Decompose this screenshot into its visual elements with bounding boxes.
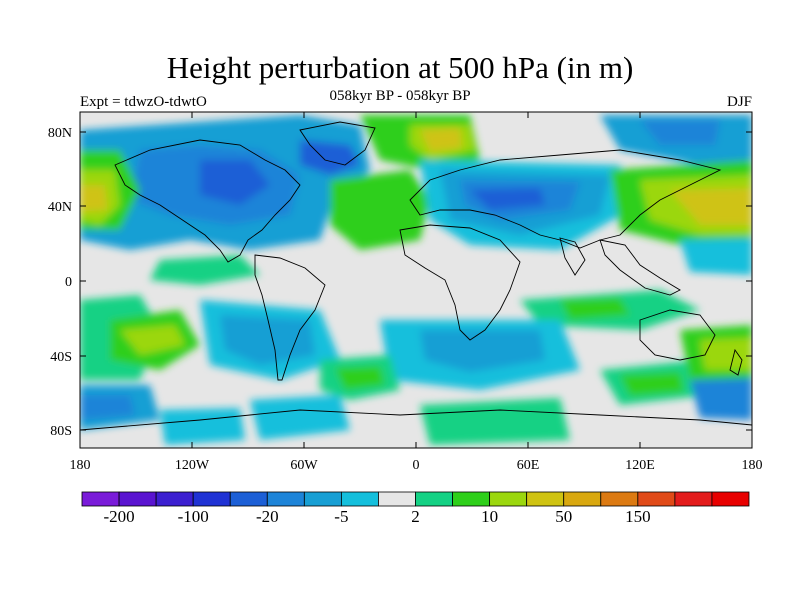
colorbar-swatch (600, 491, 639, 507)
lat-tick-label: 80S (50, 424, 72, 439)
colorbar-swatch (192, 491, 231, 507)
season-label: DJF (726, 94, 752, 110)
colorbar-label: -200 (103, 507, 134, 526)
colorbar-swatch (266, 491, 305, 507)
colorbar-swatch (118, 491, 157, 507)
colorbar-swatch (340, 491, 379, 507)
colorbar-labels: -200 -100 -20 -5 2 10 50 150 (103, 507, 650, 526)
colorbar-label: 50 (555, 507, 572, 526)
lon-tick-label: 120E (625, 458, 655, 473)
colorbar-label: 150 (625, 507, 651, 526)
colorbar (81, 491, 750, 507)
lat-tick-label: 40N (48, 200, 72, 215)
colorbar-swatch (489, 491, 528, 507)
lon-tick-label: 60E (517, 458, 540, 473)
colorbar-label: -100 (178, 507, 209, 526)
colorbar-label: 10 (481, 507, 498, 526)
colorbar-swatch (378, 491, 416, 507)
axis-ticks (80, 112, 752, 448)
lon-tick-label: 180 (70, 458, 91, 473)
colorbar-swatch (415, 491, 453, 507)
plot-title: Height perturbation at 500 hPa (in m) (166, 50, 634, 85)
experiment-label: Expt = tdwzO-tdwtO (80, 94, 207, 110)
plot-subtitle: 058kyr BP - 058kyr BP (329, 88, 471, 104)
lat-tick-label: 0 (65, 275, 72, 290)
map-field (80, 112, 752, 448)
colorbar-label: -20 (256, 507, 279, 526)
colorbar-swatch (711, 491, 750, 507)
lat-tick-label: 40S (50, 350, 72, 365)
colorbar-swatch (637, 491, 676, 507)
colorbar-swatch (563, 491, 602, 507)
lon-tick-label: 120W (175, 458, 210, 473)
colorbar-swatch (229, 491, 268, 507)
colorbar-label: 2 (411, 507, 420, 526)
colorbar-label: -5 (334, 507, 348, 526)
coastlines (80, 121, 752, 431)
lon-tick-label: 60W (290, 458, 318, 473)
lat-tick-label: 80N (48, 126, 72, 141)
colorbar-swatch (303, 491, 342, 507)
colorbar-swatch (81, 491, 120, 507)
lon-tick-label: 0 (413, 458, 420, 473)
lon-tick-label: 180 (742, 458, 763, 473)
colorbar-swatch (674, 491, 713, 507)
colorbar-swatch (526, 491, 565, 507)
colorbar-swatch (155, 491, 194, 507)
colorbar-swatch (452, 491, 491, 507)
